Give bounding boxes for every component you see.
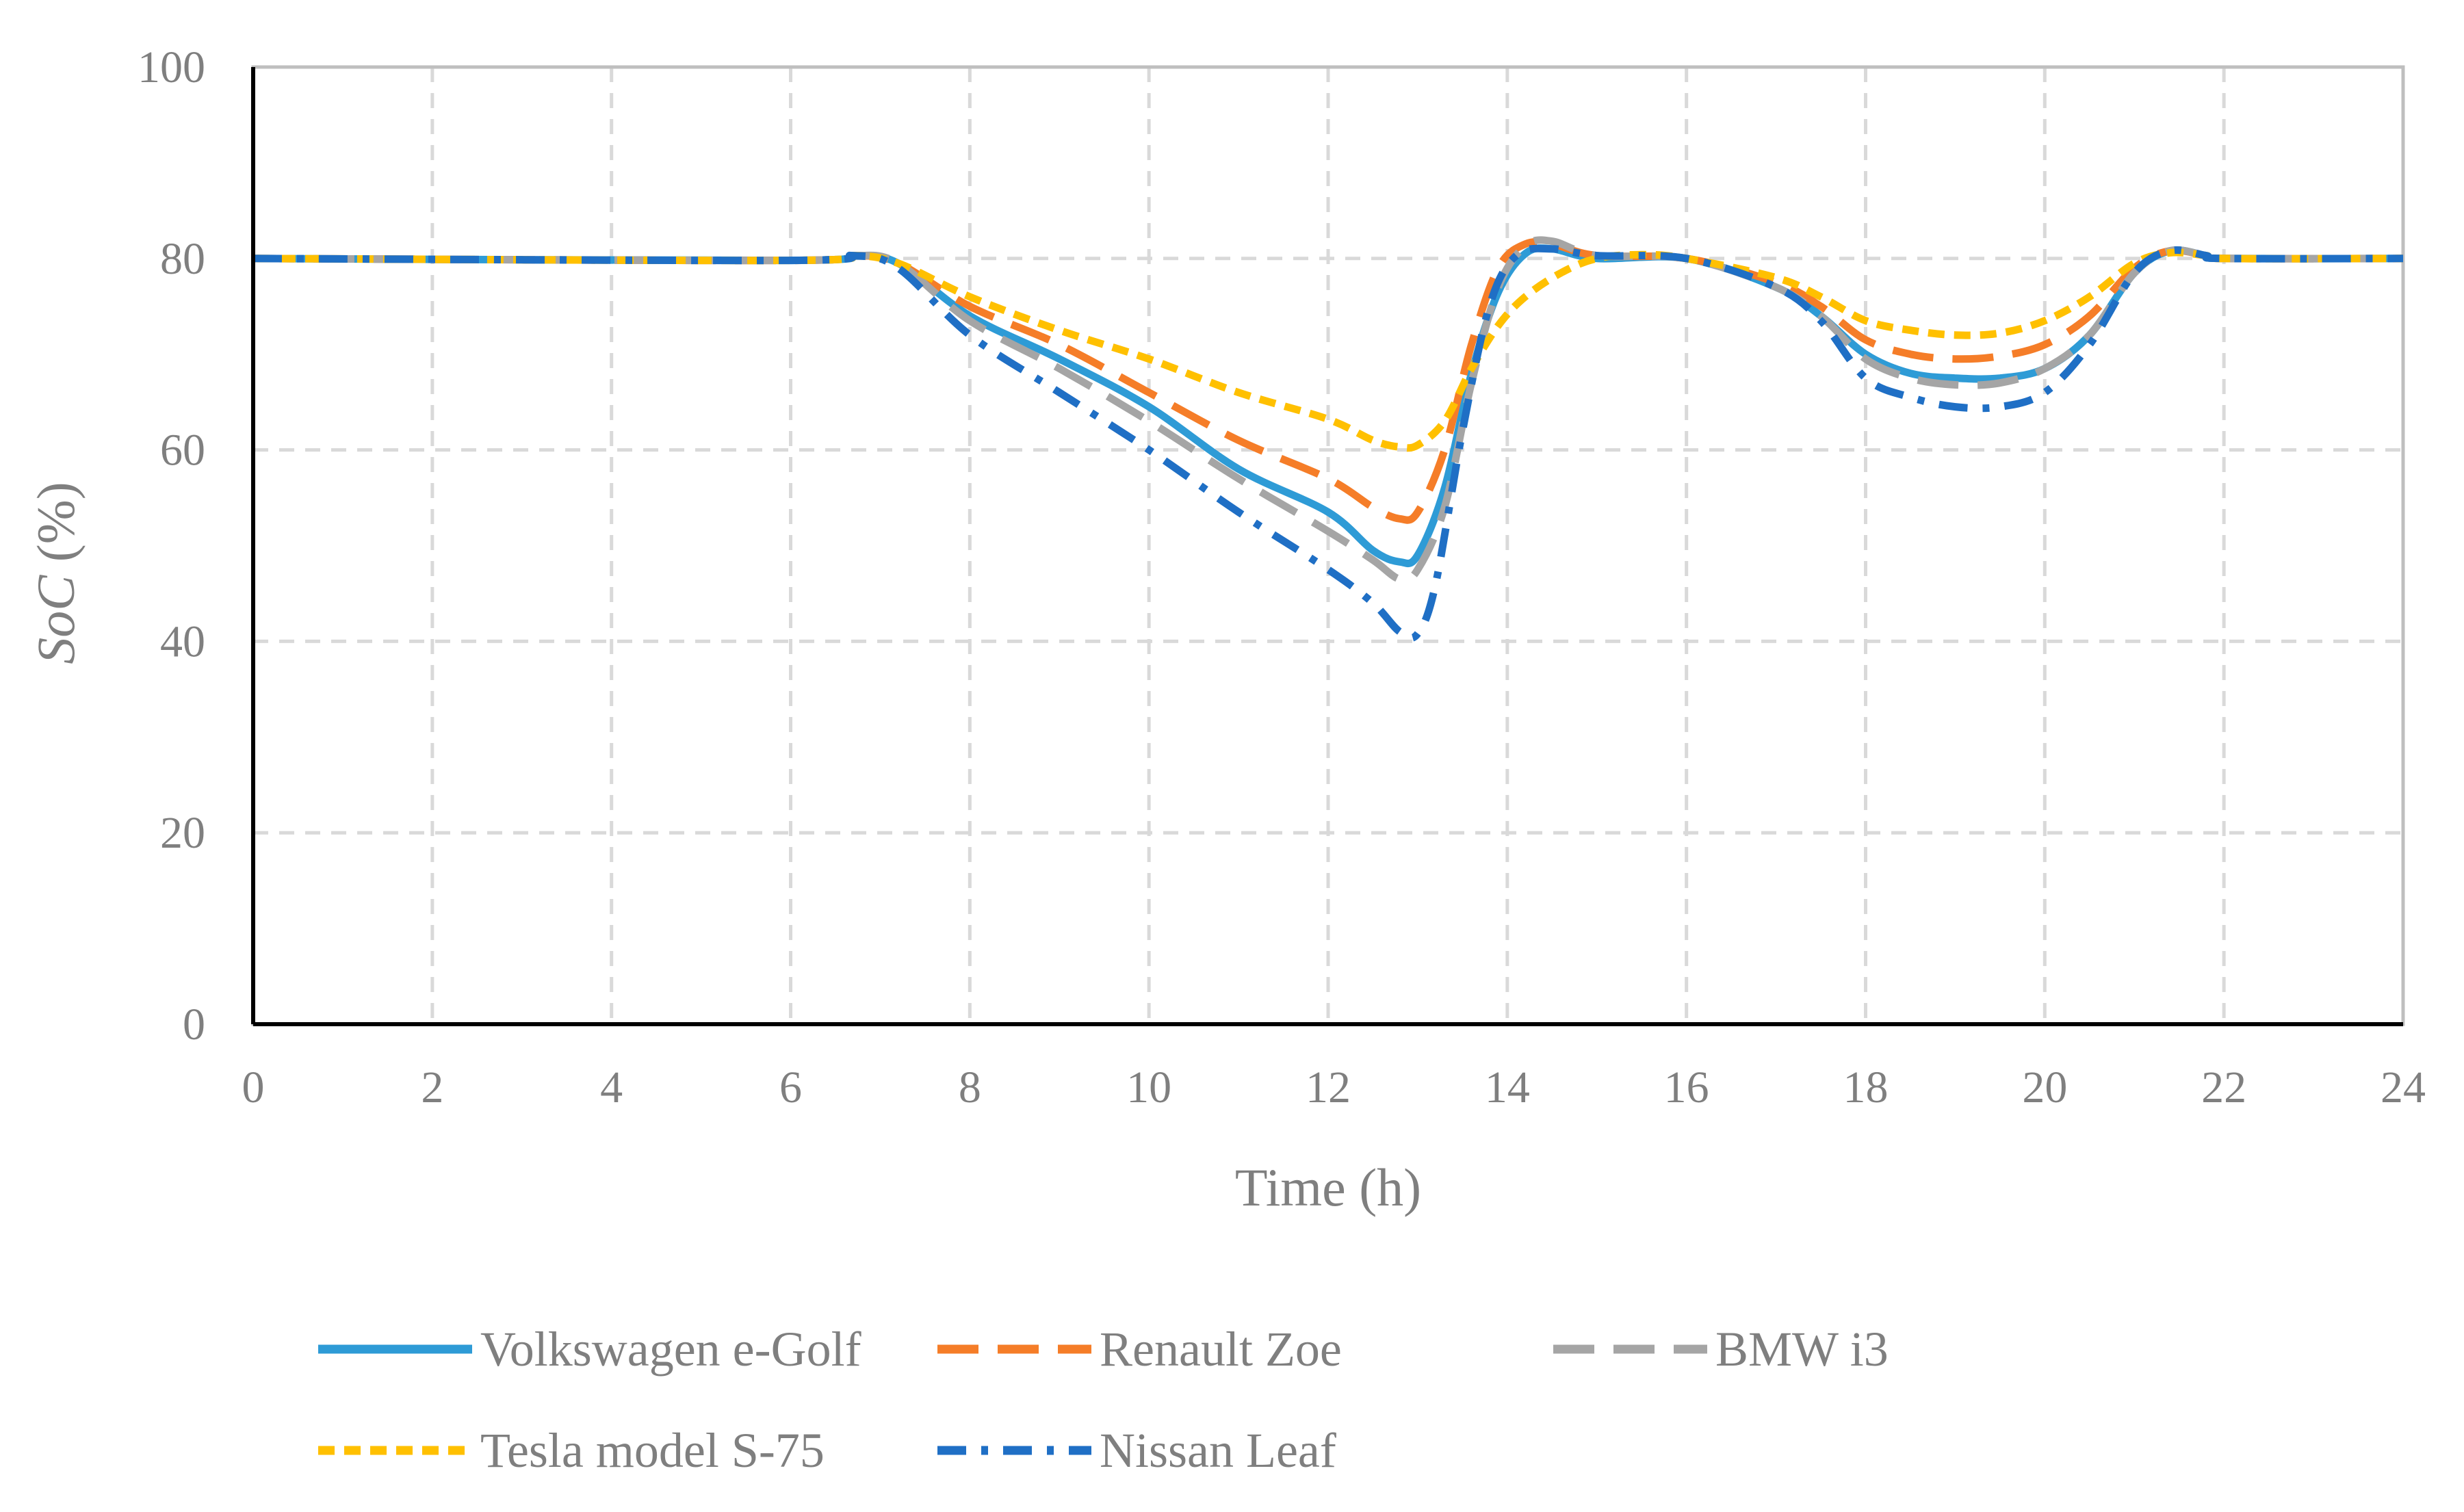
y-tick-label: 60 (160, 426, 205, 475)
y-axis-title: SoC (%) (26, 482, 86, 664)
legend-label-bmw-i3: BMW i3 (1715, 1322, 1889, 1377)
x-tick-labels: 0 2 4 6 8 10 12 14 16 18 20 22 24 (242, 1063, 2426, 1112)
y-tick-label: 0 (183, 1000, 205, 1050)
y-axis-title-unit: (%) (26, 482, 86, 575)
series-line-volkswagen-e-golf (252, 244, 2404, 568)
series-line-renault-zoe (252, 238, 2404, 524)
legend-label-tesla-model-s-75: Tesla model S-75 (480, 1423, 825, 1478)
grid-layer (253, 65, 2405, 1024)
x-tick-label: 0 (242, 1063, 265, 1112)
y-tick-label: 100 (138, 42, 205, 92)
series-line-tesla-model-s-75 (252, 248, 2404, 452)
series-layer (252, 236, 2404, 642)
legend: Volkswagen e-Golf Renault Zoe BMW i3 Tesla … (318, 1322, 1889, 1478)
y-tick-label: 80 (160, 234, 205, 284)
x-tick-label: 6 (779, 1063, 802, 1112)
series-line-nissan-leaf (252, 244, 2404, 642)
y-tick-labels: 0 20 40 60 80 100 (138, 42, 205, 1050)
x-tick-label: 8 (959, 1063, 981, 1112)
x-tick-label: 22 (2201, 1063, 2246, 1112)
y-axis-title-italic: SoC (26, 575, 86, 664)
x-tick-label: 14 (1485, 1063, 1530, 1112)
y-tick-label: 40 (160, 616, 205, 666)
x-tick-label: 4 (600, 1063, 623, 1112)
x-tick-label: 12 (1306, 1063, 1351, 1112)
legend-label-nissan-leaf: Nissan Leaf (1100, 1423, 1336, 1478)
x-axis-title: Time (h) (1235, 1158, 1421, 1217)
x-tick-label: 2 (421, 1063, 443, 1112)
x-tick-label: 16 (1664, 1063, 1709, 1112)
y-tick-label: 20 (160, 808, 205, 858)
legend-label-volkswagen-e-golf: Volkswagen e-Golf (480, 1322, 861, 1377)
x-tick-label: 24 (2381, 1063, 2426, 1112)
x-tick-label: 20 (2022, 1063, 2067, 1112)
legend-label-renault-zoe: Renault Zoe (1100, 1322, 1342, 1377)
x-tick-label: 10 (1126, 1063, 1171, 1112)
x-tick-label: 18 (1843, 1063, 1889, 1112)
